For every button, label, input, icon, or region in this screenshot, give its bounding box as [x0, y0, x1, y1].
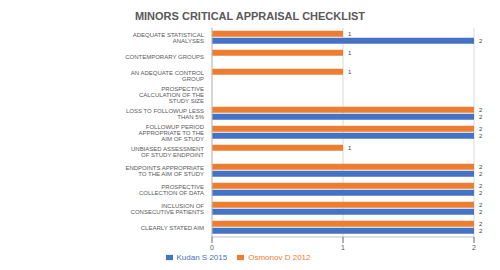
html-text:Osmonov D 2012: Osmonov D 2012 — [248, 253, 311, 262]
svg-text:2: 2 — [479, 126, 483, 132]
svg-text:2: 2 — [479, 202, 483, 208]
svg-text:1: 1 — [348, 31, 352, 37]
svg-text:1: 1 — [348, 145, 352, 151]
svg-text:2: 2 — [479, 209, 483, 215]
svg-text:PROSPECTIVECALCULATION OF THES: PROSPECTIVECALCULATION OF THESTUDY SIZE — [139, 86, 204, 104]
svg-text:0: 0 — [210, 244, 214, 251]
svg-text:LOSS TO FOLLOWUP LESSTHAN 5%: LOSS TO FOLLOWUP LESSTHAN 5% — [126, 108, 205, 120]
svg-text:FOLLOWUP PERIODAPPROPRIATE TO: FOLLOWUP PERIODAPPROPRIATE TO THEAIM OF … — [138, 124, 204, 142]
svg-text:2: 2 — [472, 244, 476, 251]
svg-text:INCLUSION OFCONSECUTIVE PATIEN: INCLUSION OFCONSECUTIVE PATIENTS — [131, 203, 205, 215]
svg-text:ENDPOINTS APPROPRIATETO THE AI: ENDPOINTS APPROPRIATETO THE AIM OF STUDY — [125, 165, 204, 177]
svg-text:ADEQUATE STATISTICALANALYSES: ADEQUATE STATISTICALANALYSES — [133, 32, 205, 44]
svg-text:2: 2 — [479, 190, 483, 196]
svg-text:2: 2 — [479, 171, 483, 177]
svg-text:1: 1 — [348, 69, 352, 75]
svg-text:2: 2 — [479, 107, 483, 113]
svg-text:AN ADEQUATE CONTROLGROUP: AN ADEQUATE CONTROLGROUP — [131, 70, 205, 82]
svg-text:2: 2 — [479, 221, 483, 227]
svg-text:2: 2 — [479, 183, 483, 189]
html-text:Kudan S 2015: Kudan S 2015 — [176, 253, 228, 262]
svg-text:2: 2 — [479, 164, 483, 170]
svg-text:1: 1 — [348, 50, 352, 56]
html-text:MINORS CRITICAL APPRAISAL CHEC: MINORS CRITICAL APPRAISAL CHECKLIST — [134, 10, 366, 22]
svg-text:CONTEMPORARY GROUPS: CONTEMPORARY GROUPS — [125, 54, 204, 60]
svg-text:2: 2 — [479, 228, 483, 234]
svg-text:CLEARLY STATED AIM: CLEARLY STATED AIM — [141, 225, 204, 231]
svg-text:2: 2 — [479, 38, 483, 44]
svg-text:UNBIASED ASSESSMENTOF STUDY EN: UNBIASED ASSESSMENTOF STUDY ENDPOINT — [131, 146, 204, 158]
svg-text:1: 1 — [341, 244, 345, 251]
svg-text:2: 2 — [479, 114, 483, 120]
svg-text:PROSPECTIVECOLLECTION OF DATA: PROSPECTIVECOLLECTION OF DATA — [139, 184, 204, 196]
svg-text:2: 2 — [479, 133, 483, 139]
